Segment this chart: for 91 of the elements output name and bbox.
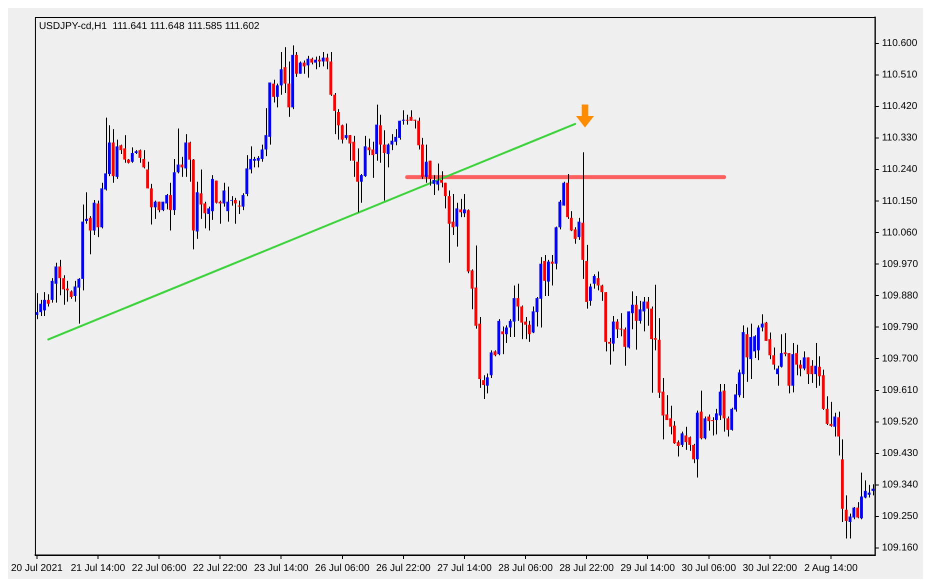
candlestick	[74, 280, 76, 302]
candlestick	[43, 292, 46, 316]
candlestick	[516, 283, 520, 322]
x-tick-label: 22 Jul 06:00	[132, 562, 187, 574]
y-tick-label: 109.610	[882, 385, 918, 396]
x-tick-label: 23 Jul 14:00	[254, 562, 309, 574]
candlestick	[596, 270, 600, 291]
candlestick	[54, 262, 58, 304]
x-tick-label: 30 Jul 22:00	[742, 562, 798, 574]
y-tick-label: 109.880	[882, 290, 918, 302]
candlestick	[165, 193, 168, 210]
chart-title: USDJPY-cd,H1 111.641 111.648 111.585 111.602	[38, 20, 260, 32]
candlestick	[306, 55, 310, 78]
candlestick	[402, 110, 405, 126]
candlestick	[760, 314, 764, 332]
candlestick	[860, 472, 863, 520]
y-tick-label: 110.330	[882, 132, 918, 144]
y-tick-label: 109.520	[882, 416, 918, 428]
candlestick	[638, 300, 642, 324]
candlestick	[379, 114, 382, 164]
candlestick	[200, 168, 202, 220]
candlestick	[295, 52, 298, 78]
candlestick	[371, 141, 374, 178]
candlestick	[96, 200, 100, 238]
candlestick	[501, 326, 504, 355]
candlestick	[608, 338, 611, 366]
candlestick	[616, 318, 619, 339]
candlestick	[547, 259, 550, 296]
candlestick	[302, 60, 306, 74]
candlestick	[463, 193, 466, 218]
x-tick-label: 28 Jul 06:00	[498, 562, 554, 574]
y-tick-label: 110.510	[882, 70, 918, 81]
candlestick	[344, 123, 348, 140]
candlestick	[130, 146, 134, 164]
y-tick-label: 109.790	[882, 322, 918, 333]
candlestick	[837, 411, 840, 456]
x-tick-label: 28 Jul 22:00	[559, 562, 614, 574]
x-tick-label: 20 Jul 2021	[11, 562, 64, 574]
y-tick-label: 110.600	[882, 38, 918, 50]
x-tick-label: 22 Jul 22:00	[192, 562, 248, 574]
candlestick	[856, 502, 860, 519]
candlestick	[253, 156, 256, 168]
y-tick-label: 110.060	[882, 227, 918, 238]
x-tick-label: 29 Jul 14:00	[620, 562, 676, 574]
candlestick	[123, 134, 126, 164]
y-tick-label: 110.420	[882, 101, 918, 112]
candlestick	[432, 174, 436, 196]
candlestick	[276, 83, 279, 108]
candlestick	[272, 79, 275, 104]
candlestick	[814, 342, 818, 388]
x-tick-label: 21 Jul 14:00	[70, 562, 126, 574]
y-tick-label: 109.340	[882, 480, 918, 491]
y-tick-label: 109.250	[882, 511, 918, 522]
y-tick-label: 109.160	[882, 542, 918, 554]
candlestick	[368, 138, 370, 156]
candlestick	[512, 284, 516, 338]
candlestick	[234, 197, 237, 224]
candlestick	[711, 416, 714, 436]
y-tick-label: 110.150	[882, 196, 918, 207]
x-tick-label: 30 Jul 06:00	[682, 562, 736, 574]
candlestick	[684, 426, 688, 450]
candlestick	[150, 183, 153, 225]
candlestick	[154, 200, 157, 220]
candlestick	[746, 327, 748, 382]
candlestick	[406, 114, 409, 126]
candlestick	[322, 52, 325, 67]
candlestick	[578, 217, 580, 240]
candlestick	[868, 484, 871, 498]
y-tick-label: 109.430	[882, 448, 918, 460]
candlestick	[318, 55, 321, 68]
candlestick	[180, 156, 184, 178]
x-tick-label: 27 Jul 14:00	[437, 562, 492, 574]
candlestick	[810, 360, 814, 384]
y-tick-label: 109.970	[882, 258, 918, 270]
candlestick	[704, 416, 706, 440]
candlestick	[459, 198, 462, 218]
y-tick-label: 110.240	[882, 164, 918, 176]
x-tick-label: 26 Jul 22:00	[376, 562, 432, 574]
candlestick	[436, 163, 440, 191]
candlestick	[138, 148, 142, 164]
candlestick	[169, 182, 172, 231]
x-tick-label: 2 Aug 14:00	[804, 562, 858, 574]
candlestick	[298, 61, 302, 74]
candlestick	[756, 324, 760, 361]
x-tick-label: 26 Jul 06:00	[315, 562, 370, 574]
candlestick	[642, 296, 646, 332]
y-tick-label: 109.700	[882, 353, 918, 364]
candlestick	[589, 283, 592, 306]
candlestick	[528, 320, 531, 342]
candlestick	[146, 161, 150, 189]
candlestick	[314, 56, 317, 70]
